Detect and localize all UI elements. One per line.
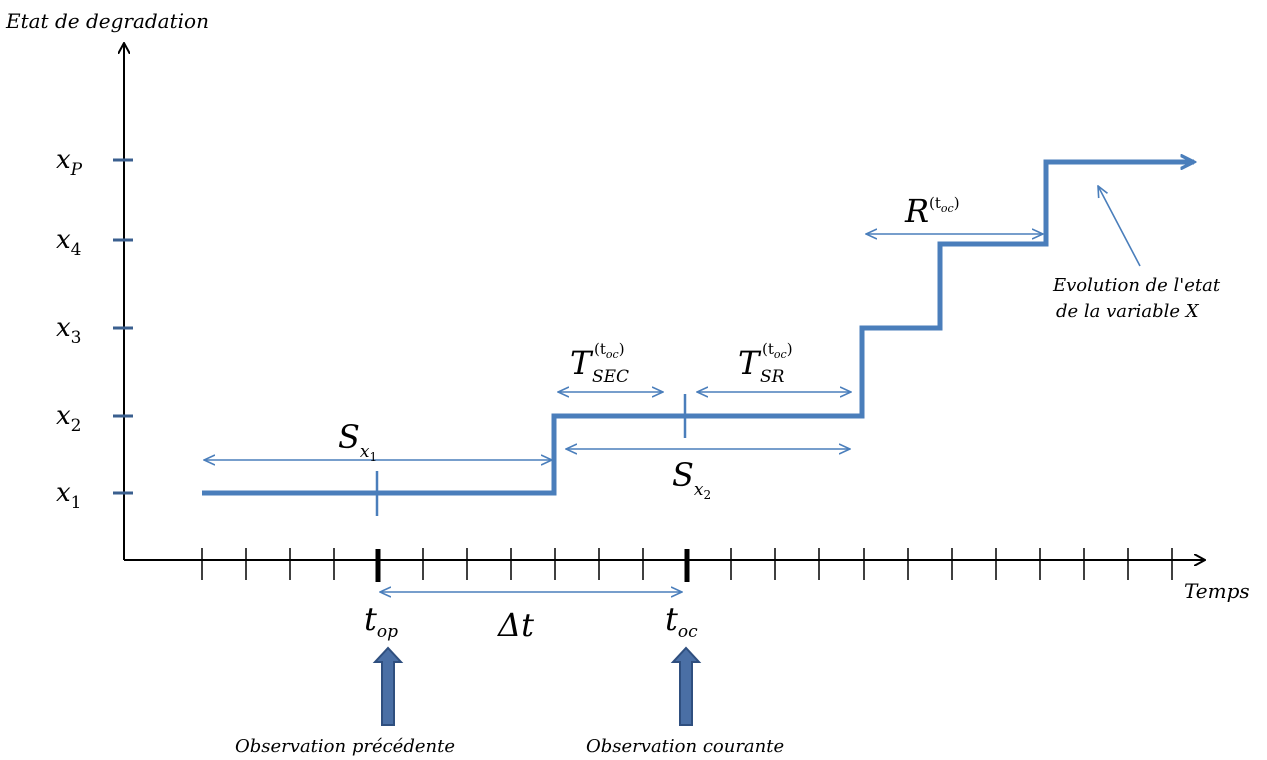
label-t-sr-sup: (toc)	[762, 340, 793, 361]
label-t-sec-sub: SEC	[592, 367, 629, 387]
label-r-sup: (toc)	[929, 194, 960, 215]
label-s-x1: Sx1	[338, 418, 377, 464]
label-t-sec: T (toc) SEC	[570, 340, 629, 387]
obs-curr-block-arrow	[670, 646, 702, 726]
label-r: R (toc)	[904, 192, 960, 230]
label-t-sr-base: T	[738, 344, 762, 382]
y-axis-title: Etat de degradation	[5, 9, 209, 33]
evolution-pointer-arrow	[1098, 186, 1141, 267]
y-label-x2: x2	[56, 401, 82, 436]
x-axis-title: Temps	[1184, 579, 1250, 603]
y-label-x1: x1	[56, 478, 82, 513]
label-s-x2: Sx2	[672, 456, 711, 502]
obs-prev-label: Observation précédente	[235, 736, 455, 757]
label-t-sr-sub: SR	[760, 367, 785, 387]
y-label-xp: xP	[56, 145, 83, 180]
y-label-x3: x3	[56, 313, 82, 348]
state-evolution-step-line	[202, 162, 1194, 496]
obs-prev-block-arrow	[372, 646, 404, 726]
evolution-note-line1: Evolution de l'etat	[1052, 275, 1221, 296]
label-t-op: top	[364, 600, 398, 642]
label-t-sec-base: T	[570, 344, 594, 382]
label-delta-t: Δt	[496, 606, 534, 644]
label-t-sr: T (toc) SR	[738, 340, 793, 387]
label-r-base: R	[904, 192, 929, 230]
y-label-x4: x4	[56, 225, 82, 260]
x-ticks	[201, 548, 1173, 582]
obs-curr-label: Observation courante	[586, 736, 784, 757]
label-t-sec-sup: (toc)	[594, 340, 625, 361]
label-t-oc: toc	[665, 600, 698, 642]
evolution-note-line2: de la variable X	[1056, 301, 1200, 322]
